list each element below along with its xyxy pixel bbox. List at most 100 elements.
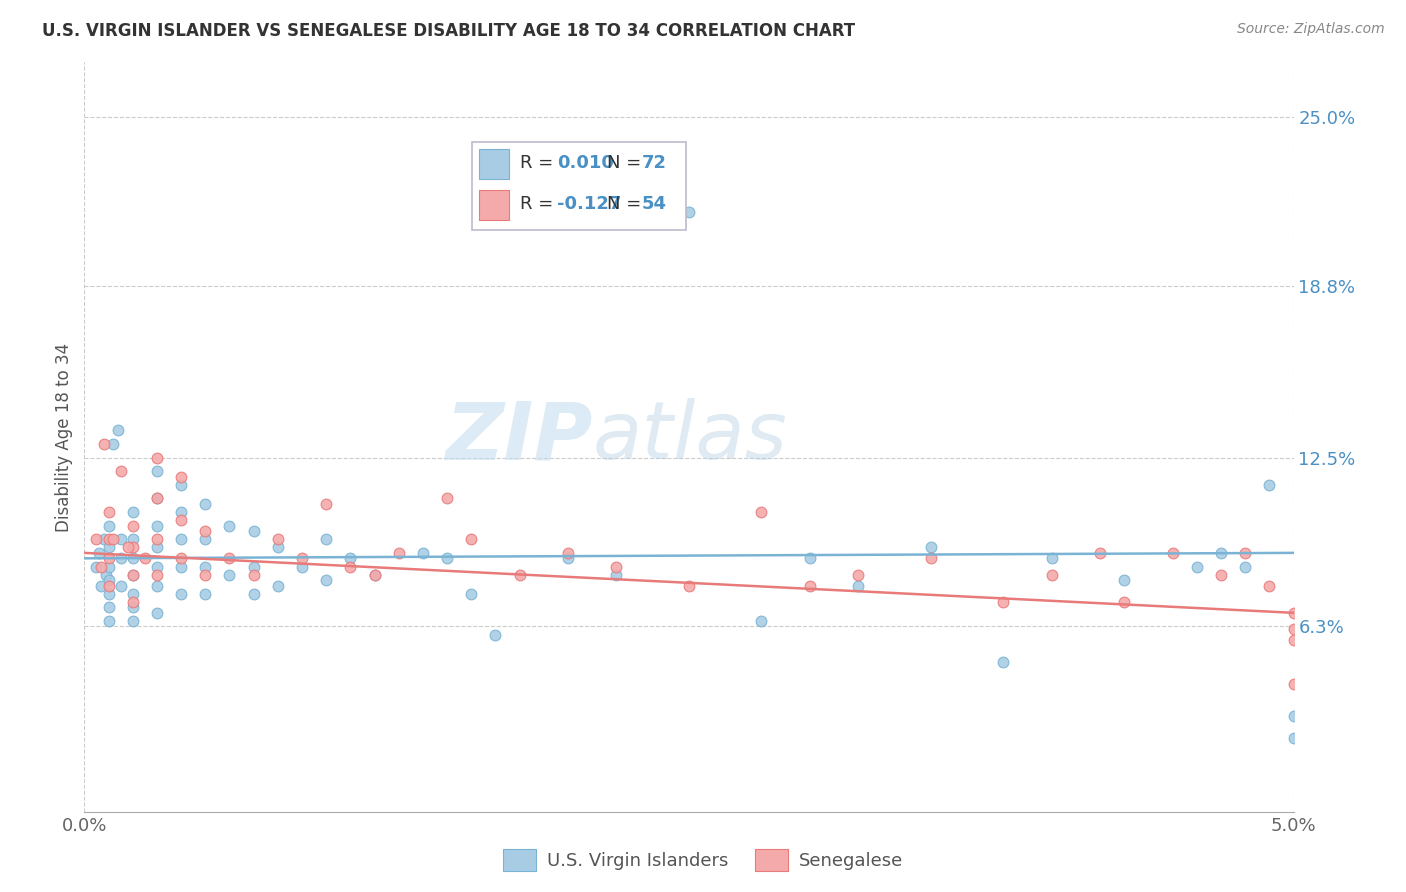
Point xyxy=(121,595,143,609)
Point xyxy=(146,518,169,533)
Point xyxy=(267,541,290,555)
Point xyxy=(1234,546,1257,560)
Point xyxy=(412,546,434,560)
Point xyxy=(993,655,1015,669)
Point xyxy=(291,551,314,566)
Point xyxy=(218,518,240,533)
Point xyxy=(170,533,193,547)
Point xyxy=(1258,578,1281,592)
FancyBboxPatch shape xyxy=(472,143,686,230)
Point xyxy=(97,505,120,519)
Point xyxy=(242,524,264,538)
Point xyxy=(1040,567,1063,582)
Point xyxy=(87,546,110,560)
Point xyxy=(605,559,627,574)
Point xyxy=(1114,573,1136,587)
Point xyxy=(134,551,156,566)
Point xyxy=(1185,559,1208,574)
Point xyxy=(218,551,240,566)
Text: Source: ZipAtlas.com: Source: ZipAtlas.com xyxy=(1237,22,1385,37)
Text: 54: 54 xyxy=(643,194,666,213)
Bar xyxy=(478,149,509,179)
Point xyxy=(146,541,169,555)
Point xyxy=(97,518,120,533)
Point xyxy=(436,491,458,506)
Point xyxy=(267,533,290,547)
Point xyxy=(121,567,143,582)
Point xyxy=(194,587,217,601)
Point xyxy=(1088,546,1111,560)
Point xyxy=(1282,606,1305,620)
Text: ZIP: ZIP xyxy=(444,398,592,476)
Point xyxy=(86,559,108,574)
Point xyxy=(484,627,506,641)
Point xyxy=(170,477,193,491)
Point xyxy=(363,567,385,582)
Point xyxy=(460,587,482,601)
Point xyxy=(97,587,120,601)
Point xyxy=(194,497,217,511)
Point xyxy=(103,437,125,451)
Point xyxy=(509,567,531,582)
Point xyxy=(97,600,120,615)
Point xyxy=(993,595,1015,609)
Point xyxy=(97,578,120,592)
Point xyxy=(194,524,217,538)
Point xyxy=(86,533,108,547)
Text: 72: 72 xyxy=(643,153,666,172)
Point xyxy=(218,567,240,582)
Point xyxy=(678,578,700,592)
Point xyxy=(557,551,579,566)
Point xyxy=(170,505,193,519)
Point xyxy=(146,606,169,620)
Point xyxy=(1161,546,1184,560)
Point xyxy=(1282,731,1305,746)
Point xyxy=(121,541,143,555)
Point xyxy=(90,559,112,574)
Point xyxy=(339,551,361,566)
Point xyxy=(846,578,869,592)
Point xyxy=(388,546,411,560)
Point xyxy=(1234,559,1257,574)
Point xyxy=(146,491,169,506)
Point xyxy=(146,559,169,574)
Point xyxy=(146,567,169,582)
Point xyxy=(557,546,579,560)
Point xyxy=(110,578,132,592)
Point xyxy=(170,513,193,527)
Point xyxy=(920,551,942,566)
Point xyxy=(146,578,169,592)
Point xyxy=(110,551,132,566)
Text: U.S. VIRGIN ISLANDER VS SENEGALESE DISABILITY AGE 18 TO 34 CORRELATION CHART: U.S. VIRGIN ISLANDER VS SENEGALESE DISAB… xyxy=(42,22,855,40)
Point xyxy=(90,578,112,592)
Text: 0.010: 0.010 xyxy=(557,153,614,172)
Point xyxy=(110,464,132,478)
Point xyxy=(242,587,264,601)
Point xyxy=(799,578,821,592)
Point xyxy=(146,464,169,478)
Text: N =: N = xyxy=(607,153,647,172)
Point xyxy=(846,567,869,582)
Point xyxy=(94,567,117,582)
Point xyxy=(146,450,169,465)
Point xyxy=(121,533,143,547)
Point xyxy=(103,533,125,547)
Point xyxy=(121,505,143,519)
Point xyxy=(170,551,193,566)
Point xyxy=(315,497,337,511)
Point xyxy=(1114,595,1136,609)
Point xyxy=(315,573,337,587)
Point xyxy=(315,533,337,547)
Point xyxy=(1282,709,1305,723)
Point xyxy=(194,567,217,582)
Point xyxy=(194,533,217,547)
Point xyxy=(146,533,169,547)
Point xyxy=(242,559,264,574)
Point xyxy=(605,567,627,582)
Point xyxy=(121,600,143,615)
Text: N =: N = xyxy=(607,194,647,213)
Point xyxy=(436,551,458,566)
Point xyxy=(1209,546,1232,560)
Y-axis label: Disability Age 18 to 34: Disability Age 18 to 34 xyxy=(55,343,73,532)
Point xyxy=(1282,633,1305,648)
